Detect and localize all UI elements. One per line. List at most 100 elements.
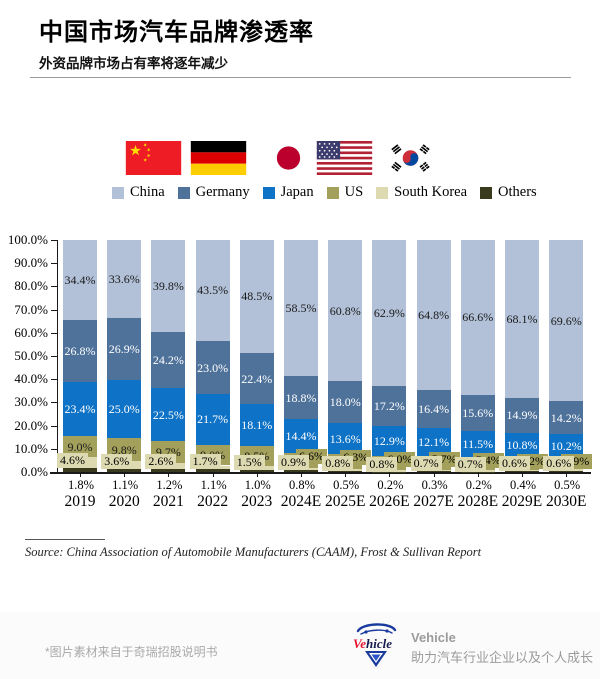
bar-segment-2019-japan	[63, 381, 97, 437]
x-axis-tick	[124, 472, 126, 477]
segment-label-japan: 12.9%	[373, 433, 405, 448]
germany-flag-icon	[190, 141, 247, 175]
china-flag-icon	[125, 141, 182, 175]
bar-segment-2023-germany	[239, 352, 274, 405]
segment-label-japan: 25.0%	[108, 402, 140, 417]
x-axis-tick	[80, 472, 81, 477]
y-axis-tick	[51, 356, 57, 357]
segment-label-china: 43.5%	[197, 283, 229, 298]
callout-label-south-korea: 2.6%	[145, 454, 177, 470]
svg-text:Vehicle: Vehicle	[353, 636, 392, 651]
callout-label-south-korea: 1.5%	[233, 454, 265, 470]
segment-label-japan: 13.6%	[329, 431, 361, 446]
segment-label-china: 69.6%	[550, 313, 582, 328]
x-axis-category-label: 2020	[108, 493, 140, 510]
y-axis-tick-label: 70.0%	[14, 301, 48, 317]
others-value-label: 1.8%	[67, 478, 95, 492]
segment-label-germany: 14.9%	[506, 408, 538, 423]
x-axis-tick	[522, 472, 523, 477]
others-value-label: 1.0%	[244, 478, 271, 492]
legend-item-others: Others	[480, 184, 537, 201]
bar-segment-2027E-china	[416, 240, 451, 391]
x-axis-category-label: 2027E	[413, 493, 454, 510]
bar-segment-2020-others	[107, 469, 142, 472]
page-title: 中国市场汽车品牌渗透率	[39, 19, 314, 46]
bar-segment-2024E-germany	[284, 375, 318, 420]
logo-text-dark: hicle	[366, 636, 392, 651]
bar-segment-2021-japan	[151, 388, 186, 441]
legend-label: South Korea	[394, 184, 468, 200]
x-axis-category-label: 2024E	[280, 493, 322, 510]
bar-segment-2030E-germany	[549, 401, 584, 435]
source-text: Source: China Association of Automobile …	[25, 545, 482, 559]
bar-segment-2024E-others	[284, 470, 318, 472]
y-axis-tick-label: 80.0%	[14, 278, 48, 294]
bar-segment-2027E-germany	[416, 390, 451, 429]
bar-segment-2026E-china	[372, 240, 407, 386]
x-axis-tick	[168, 472, 170, 477]
legend-label: Others	[498, 184, 537, 200]
footer-note: *图片素材来自于奇瑞招股说明书	[45, 645, 218, 659]
segment-label-us: 9.0%	[67, 439, 93, 454]
segment-label-china: 66.6%	[462, 310, 494, 325]
segment-label-china: 34.4%	[64, 272, 96, 287]
callout-label-south-korea: 0.7%	[410, 456, 442, 472]
segment-label-japan: 23.4%	[64, 402, 96, 417]
japan-flag-icon	[260, 141, 317, 175]
segment-label-germany: 26.8%	[64, 343, 96, 358]
y-axis-tick	[51, 402, 57, 404]
bar-segment-2025E-germany	[328, 381, 363, 423]
segment-label-japan: 10.8%	[506, 438, 538, 453]
brand-tagline: 助力汽车行业企业以及个人成长	[411, 650, 594, 665]
bar-segment-2022-others	[195, 469, 230, 472]
x-axis-line	[50, 472, 591, 474]
callout-label-south-korea: 0.8%	[322, 455, 354, 471]
legend-item-south-korea: South Korea	[376, 184, 467, 201]
legend-swatch-icon	[262, 186, 275, 199]
bar-segment-2028E-others	[460, 471, 495, 473]
bar-segment-2023-others	[239, 469, 274, 472]
legend-label: Germany	[195, 184, 250, 200]
bar-segment-2021-china	[151, 240, 186, 333]
x-axis-tick	[256, 472, 258, 477]
y-axis-tick	[51, 425, 57, 427]
others-value-label: 0.4%	[509, 478, 537, 492]
bar-segment-2025E-others	[328, 470, 363, 472]
segment-label-germany: 22.4%	[241, 371, 273, 386]
others-value-label: 1.2%	[156, 478, 183, 492]
y-axis-tick-label: 100.0%	[7, 232, 48, 247]
footer-band	[0, 612, 600, 679]
others-value-label: 0.3%	[421, 478, 448, 492]
segment-label-china: 39.8%	[152, 279, 184, 294]
y-axis-tick	[51, 263, 57, 265]
y-axis-tick	[51, 240, 57, 241]
legend-swatch-icon	[112, 186, 124, 199]
y-axis-tick-label: 50.0%	[14, 348, 48, 363]
segment-label-japan: 22.5%	[152, 407, 184, 422]
y-axis-tick-label: 30.0%	[14, 394, 48, 410]
x-axis-tick	[566, 472, 568, 477]
legend-swatch-icon	[177, 186, 190, 199]
bar-segment-2024E-china	[284, 240, 318, 376]
y-axis-line	[57, 240, 58, 472]
callout-label-south-korea: 0.8%	[366, 456, 398, 472]
callout-label-south-korea: 3.6%	[101, 454, 133, 470]
bar-segment-2020-china	[107, 240, 142, 318]
segment-label-germany: 23.0%	[197, 360, 229, 375]
y-axis-tick	[51, 379, 57, 381]
bar-segment-2023-japan	[239, 404, 274, 447]
source-divider	[25, 539, 105, 540]
segment-label-china: 33.6%	[108, 271, 140, 286]
vehicle-logo-icon: Vehicle	[350, 618, 402, 672]
segment-label-china: 68.1%	[506, 311, 538, 326]
y-axis-tick-label: 60.0%	[14, 324, 48, 340]
bar-segment-2028E-japan	[460, 430, 495, 458]
segment-label-china: 62.9%	[373, 305, 405, 320]
x-axis-tick	[389, 472, 391, 477]
bar-segment-2019-germany	[63, 319, 97, 382]
legend-swatch-icon	[480, 186, 493, 199]
x-axis-tick	[477, 472, 479, 477]
bar-segment-2027E-japan	[416, 428, 451, 457]
bar-segment-2019-china	[63, 240, 97, 320]
x-axis-category-label: 2019	[64, 493, 96, 510]
